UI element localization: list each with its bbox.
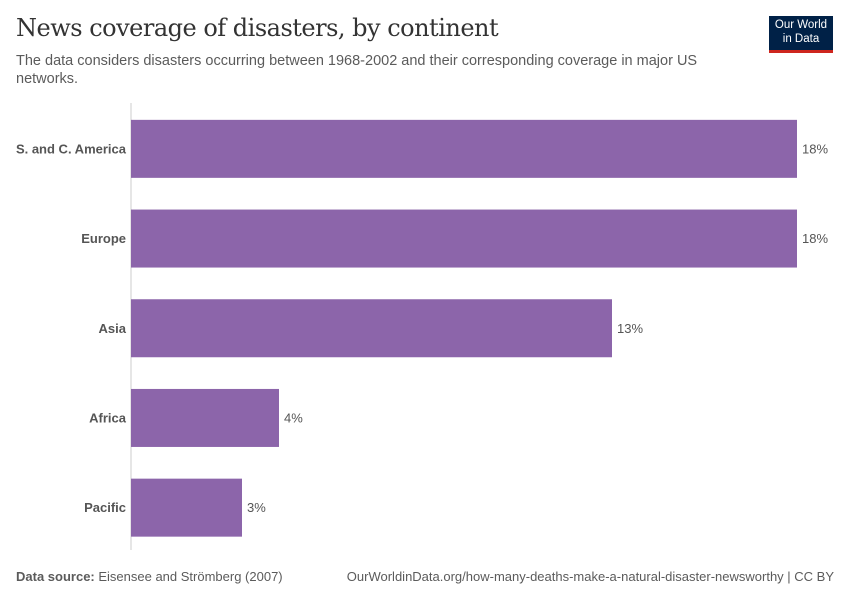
category-label: Europe bbox=[81, 231, 126, 246]
bar bbox=[131, 209, 797, 268]
value-label: 4% bbox=[284, 410, 303, 425]
bar bbox=[131, 299, 612, 358]
logo-line2: in Data bbox=[782, 33, 820, 45]
category-label: Asia bbox=[99, 321, 127, 336]
source-url[interactable]: OurWorldinData.org/how-many-deaths-make-… bbox=[346, 569, 834, 584]
value-label: 3% bbox=[247, 500, 266, 515]
bar bbox=[131, 478, 242, 537]
category-label: Africa bbox=[89, 410, 127, 425]
value-label: 13% bbox=[617, 321, 643, 336]
bar bbox=[131, 388, 279, 447]
logo-line1: Our World bbox=[774, 19, 828, 31]
source-text: Eisensee and Strömberg (2007) bbox=[94, 569, 283, 584]
data-source: Data source: Eisensee and Strömberg (200… bbox=[16, 569, 283, 584]
chart-subtitle: The data considers disasters occurring b… bbox=[16, 53, 698, 87]
value-label: 18% bbox=[802, 231, 828, 246]
chart-title: News coverage of disasters, by continent bbox=[16, 14, 499, 42]
category-label: Pacific bbox=[84, 500, 126, 515]
owid-logo[interactable]: Our World in Data bbox=[769, 16, 833, 53]
bar bbox=[131, 119, 797, 178]
source-label: Data source: bbox=[16, 569, 95, 584]
value-label: 18% bbox=[802, 141, 828, 156]
category-label: S. and C. America bbox=[16, 141, 127, 156]
